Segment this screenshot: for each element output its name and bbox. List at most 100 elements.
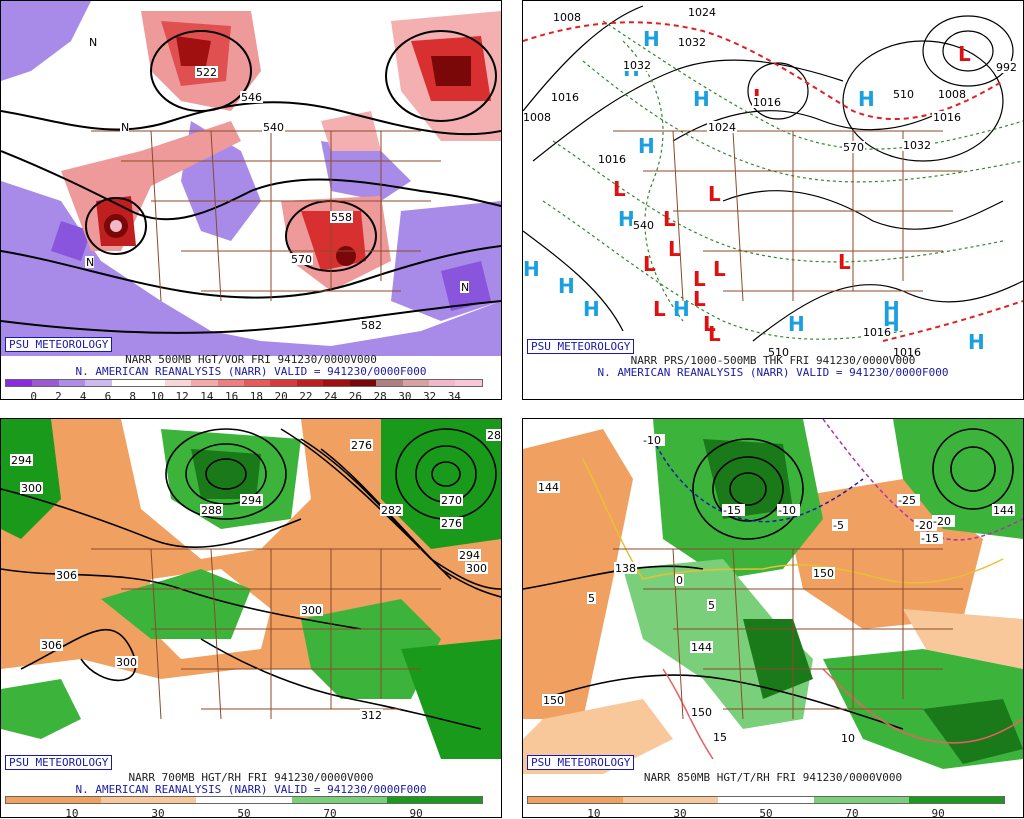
contour-label: 510 xyxy=(893,88,914,101)
contour-label-bg xyxy=(937,88,967,100)
contour-label-bg xyxy=(840,732,856,744)
contour-label: -10 xyxy=(643,434,661,447)
contour-label: 1032 xyxy=(903,139,931,152)
colorbar-label: 34 xyxy=(447,390,461,400)
colorbar-swatch xyxy=(138,380,165,386)
contour-label-bg xyxy=(812,567,835,579)
low-pressure-mark: L xyxy=(713,257,726,281)
colorbar-swatch xyxy=(718,797,814,803)
contour-label: N xyxy=(121,121,129,134)
colorbar-labels-rh-850: 10 30 50 70 90 xyxy=(527,807,1005,818)
psu-meteorology-badge: PSU METEOROLOGY xyxy=(5,755,113,770)
contour-label-bg xyxy=(537,481,560,493)
contour-label: 312 xyxy=(361,709,382,722)
psu-meteorology-badge: PSU METEOROLOGY xyxy=(527,755,635,770)
low-pressure-mark: L xyxy=(693,287,706,311)
contour-label: -10 xyxy=(778,504,796,517)
contour-label-bg xyxy=(677,36,707,48)
colorbar-swatch xyxy=(196,797,292,803)
contour-label: 10 xyxy=(841,732,855,745)
contour-label-bg xyxy=(897,494,920,506)
high-pressure-mark: H xyxy=(673,297,690,321)
colorbar-label: 30 xyxy=(398,390,412,400)
contour-label-bg xyxy=(767,346,790,356)
colorbar-label: 6 xyxy=(104,390,112,400)
map-pressure-thickness: HHHHHHHHHHHHHH LLLLLLLLLLLLLL 1008103210… xyxy=(523,1,1023,356)
contour-label: 1008 xyxy=(938,88,966,101)
contour-label: -15 xyxy=(921,532,939,545)
contour-label-bg xyxy=(862,326,892,338)
contour-label-bg xyxy=(632,219,655,231)
high-pressure-mark: H xyxy=(583,297,600,321)
panel-title-line2: N. AMERICAN REANALYSIS (NARR) VALID = 94… xyxy=(75,783,427,796)
contour-label-bg xyxy=(88,36,97,48)
contour-label-bg xyxy=(360,709,383,721)
low-pressure-mark: L xyxy=(653,297,666,321)
contour-label-bg xyxy=(200,504,223,516)
contour-label: 276 xyxy=(351,439,372,452)
contour-label-bg xyxy=(690,706,713,718)
panel-title-line2: N. AMERICAN REANALYSIS (NARR) VALID = 94… xyxy=(75,365,427,378)
contour-label: 306 xyxy=(56,569,77,582)
colorbar-swatch xyxy=(6,380,33,386)
colorbar-labels-vorticity: 0 2 4 6 8 10 12 14 16 18 20 22 24 26 28 30 32 34 xyxy=(5,390,483,400)
contour-label-bg xyxy=(552,11,582,23)
colorbar-swatch xyxy=(111,380,139,386)
contour-label-bg xyxy=(914,519,937,531)
contour-label-bg xyxy=(120,121,129,133)
high-pressure-mark: H xyxy=(788,312,805,336)
psu-meteorology-badge: PSU METEOROLOGY xyxy=(5,337,113,352)
contour-label: 1016 xyxy=(598,153,626,166)
colorbar-label: 22 xyxy=(299,390,313,400)
colorbar-swatch xyxy=(623,797,719,803)
contour-label-bg xyxy=(330,211,353,223)
contour-label: 1016 xyxy=(933,111,961,124)
contour-label: -15 xyxy=(723,504,741,517)
contour-label-bg xyxy=(262,121,285,133)
colorbar-swatch xyxy=(376,380,403,386)
contour-label: 1016 xyxy=(551,91,579,104)
map-700mb-rh: 2943002762882942822702762943003063003063… xyxy=(1,419,501,774)
contour-label-bg xyxy=(115,656,138,668)
contour-label-bg xyxy=(20,482,43,494)
contour-label: 150 xyxy=(813,567,834,580)
low-pressure-mark: L xyxy=(613,177,626,201)
contour-label-bg xyxy=(587,592,596,604)
colorbar-swatch xyxy=(386,797,483,803)
high-pressure-mark: H xyxy=(693,87,710,111)
contour-label: 1016 xyxy=(863,326,891,339)
contour-label: 282 xyxy=(381,504,402,517)
contour-label-bg xyxy=(992,504,1015,516)
low-pressure-mark: L xyxy=(693,267,706,291)
low-pressure-mark: L xyxy=(703,312,716,336)
colorbar-label: 70 xyxy=(323,807,337,818)
contour-label: 144 xyxy=(538,481,559,494)
contour-label-bg xyxy=(842,141,865,153)
colorbar-label: 90 xyxy=(409,807,423,818)
high-pressure-mark: H xyxy=(523,257,540,281)
colorbar-label: 50 xyxy=(759,807,773,818)
contour-label-bg xyxy=(622,59,652,71)
low-pressure-mark: L xyxy=(708,182,721,206)
colorbar-rh-850 xyxy=(527,796,1005,804)
contour-label-bg xyxy=(892,88,915,100)
contour-label-bg xyxy=(85,256,94,268)
contour-label: N xyxy=(89,36,97,49)
contour-label-bg xyxy=(932,111,962,123)
colorbar-swatch xyxy=(58,380,86,386)
contour-label: 144 xyxy=(691,641,712,654)
colorbar-swatch xyxy=(85,380,112,386)
low-pressure-mark: L xyxy=(643,252,656,276)
colorbar-label: 70 xyxy=(845,807,859,818)
low-pressure-mark: L xyxy=(958,42,971,66)
contour-label-bg xyxy=(440,517,463,529)
contour-label-bg xyxy=(752,96,782,108)
colorbar-label: 12 xyxy=(175,390,189,400)
contour-label-bg xyxy=(902,139,932,151)
contour-label: -25 xyxy=(898,494,916,507)
colorbar-swatch xyxy=(528,797,624,803)
contour-label-bg xyxy=(55,569,78,581)
low-pressure-mark: L xyxy=(668,237,681,261)
high-pressure-mark: H xyxy=(638,134,655,158)
contour-label-bg xyxy=(614,562,637,574)
